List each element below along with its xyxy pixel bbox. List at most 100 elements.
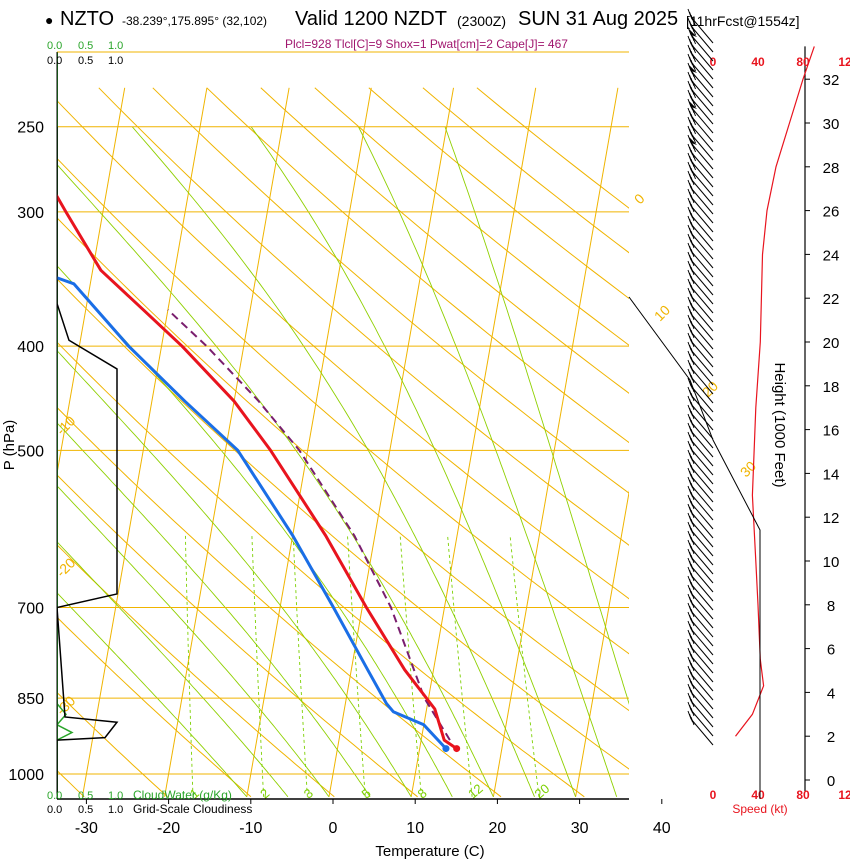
wind-barb-feather bbox=[690, 257, 695, 267]
wind-barb-feather bbox=[690, 581, 695, 591]
cloudiness-line bbox=[57, 126, 119, 797]
wind-barb-staff bbox=[690, 223, 714, 251]
wind-barb-feather bbox=[690, 221, 695, 231]
surface-dewpoint-point bbox=[442, 745, 450, 753]
adiabat-label: 0 bbox=[631, 190, 648, 207]
wind-barb-feather bbox=[690, 284, 695, 294]
wind-barb-feather bbox=[692, 134, 696, 144]
wind-barb-feather bbox=[690, 383, 695, 393]
wind-barb bbox=[687, 215, 714, 251]
wind-barb bbox=[687, 359, 714, 395]
wind-barb bbox=[687, 512, 714, 548]
wind-barb bbox=[687, 368, 714, 404]
wind-barb bbox=[687, 377, 714, 413]
wind-barb bbox=[687, 530, 714, 566]
wind-barb-staff bbox=[690, 340, 714, 368]
wind-barb-staff bbox=[690, 385, 714, 413]
wind-barb-feather bbox=[690, 572, 695, 582]
moist-adiabat-line bbox=[57, 541, 289, 798]
wind-barb-staff bbox=[690, 106, 714, 134]
forecast-info: [11hrFcst@1554z] bbox=[686, 13, 800, 29]
moist-adiabat-line bbox=[357, 126, 618, 797]
height-tick-label: 22 bbox=[823, 291, 840, 308]
wind-barb-staff bbox=[690, 241, 714, 269]
wind-barb-staff bbox=[690, 619, 714, 647]
wind-barb-staff bbox=[690, 259, 714, 287]
wind-barb-staff bbox=[690, 295, 714, 323]
wind-barb-staff bbox=[690, 52, 714, 80]
height-tick-label: 12 bbox=[823, 510, 840, 527]
wind-barb-feather bbox=[692, 170, 696, 180]
wind-barb-staff bbox=[690, 511, 714, 539]
wind-barb-feather bbox=[690, 599, 695, 609]
wind-barb bbox=[687, 548, 714, 584]
wind-barb bbox=[687, 449, 714, 485]
wind-barb bbox=[687, 314, 714, 350]
wind-barb bbox=[687, 116, 714, 152]
cloudwater-scale-top: 1.0 bbox=[108, 40, 123, 52]
cloudiness-scale-top: 0.0 bbox=[47, 55, 62, 67]
wind-barb bbox=[687, 89, 714, 125]
wind-barb-staff bbox=[690, 169, 714, 197]
wind-barb bbox=[687, 179, 714, 215]
speed-tick-bottom: 40 bbox=[751, 788, 765, 802]
wind-barb-feather bbox=[690, 545, 695, 555]
wind-barb-staff bbox=[690, 25, 714, 53]
wind-barb-staff bbox=[690, 412, 714, 440]
wind-barb-staff bbox=[690, 88, 714, 116]
pressure-tick-label: 250 bbox=[17, 120, 44, 137]
wind-barb bbox=[687, 242, 714, 278]
wind-barb-staff bbox=[690, 331, 714, 359]
pressure-tick-label: 850 bbox=[17, 691, 44, 708]
wind-barb bbox=[687, 53, 714, 89]
speed-tick-top: 40 bbox=[751, 55, 765, 69]
wind-barb-staff bbox=[690, 610, 714, 638]
wind-barb-feather bbox=[690, 275, 695, 285]
wind-barb-staff bbox=[690, 457, 714, 485]
cloudiness-scale-bottom: 0.5 bbox=[78, 804, 93, 816]
x-tick-label: -30 bbox=[75, 820, 98, 837]
wind-barb bbox=[687, 296, 714, 332]
wind-barb bbox=[687, 26, 714, 62]
wind-barb-feather bbox=[690, 266, 695, 276]
wind-barb-staff bbox=[690, 709, 714, 737]
height-tick-label: 18 bbox=[823, 379, 840, 396]
wind-barb-feather bbox=[690, 302, 695, 312]
cloudiness-scale-top: 0.5 bbox=[78, 55, 93, 67]
x-axis-title: Temperature (C) bbox=[375, 843, 484, 860]
wind-barb-feather bbox=[692, 35, 696, 45]
wind-barb-staff bbox=[690, 142, 714, 170]
height-tick-label: 30 bbox=[823, 116, 840, 133]
dry-adiabat-line bbox=[57, 157, 629, 655]
wind-barb-staff bbox=[690, 475, 714, 503]
moist-adiabat-line bbox=[444, 126, 629, 705]
wind-barb-staff bbox=[690, 529, 714, 557]
cloudiness-label: Grid-Scale Cloudiness bbox=[133, 802, 252, 816]
wind-barb-staff bbox=[690, 214, 714, 242]
mixing-ratio-line bbox=[347, 535, 366, 797]
wind-barb-feather bbox=[690, 338, 695, 348]
dry-adiabat-line bbox=[314, 87, 629, 346]
wind-barb-feather bbox=[692, 143, 696, 153]
isotherm-line bbox=[410, 87, 537, 797]
isotherm-line bbox=[328, 87, 455, 797]
x-tick-label: -10 bbox=[239, 820, 262, 837]
wind-barb-staff bbox=[690, 97, 714, 125]
wind-barb-feather bbox=[690, 536, 695, 546]
wind-barb-feather bbox=[690, 563, 695, 573]
wind-barb bbox=[687, 161, 714, 197]
wind-barb-staff bbox=[690, 439, 714, 467]
wind-barb-feather bbox=[692, 17, 696, 27]
wind-barb-feather bbox=[690, 500, 695, 510]
wind-barb-feather bbox=[690, 644, 695, 654]
wind-barb bbox=[687, 287, 714, 323]
wind-barb-staff bbox=[690, 61, 714, 89]
pressure-tick-label: 300 bbox=[17, 205, 44, 222]
cloudwater-scale-bottom: 0.0 bbox=[47, 790, 62, 802]
pressure-tick-label: 700 bbox=[17, 600, 44, 617]
station-location: -38.239°,175.895° (32,102) bbox=[122, 14, 268, 28]
moist-adiabat-line bbox=[131, 126, 535, 797]
wind-barb-staff bbox=[690, 556, 714, 584]
wind-barb bbox=[687, 611, 714, 647]
wind-barb-feather bbox=[692, 161, 696, 171]
